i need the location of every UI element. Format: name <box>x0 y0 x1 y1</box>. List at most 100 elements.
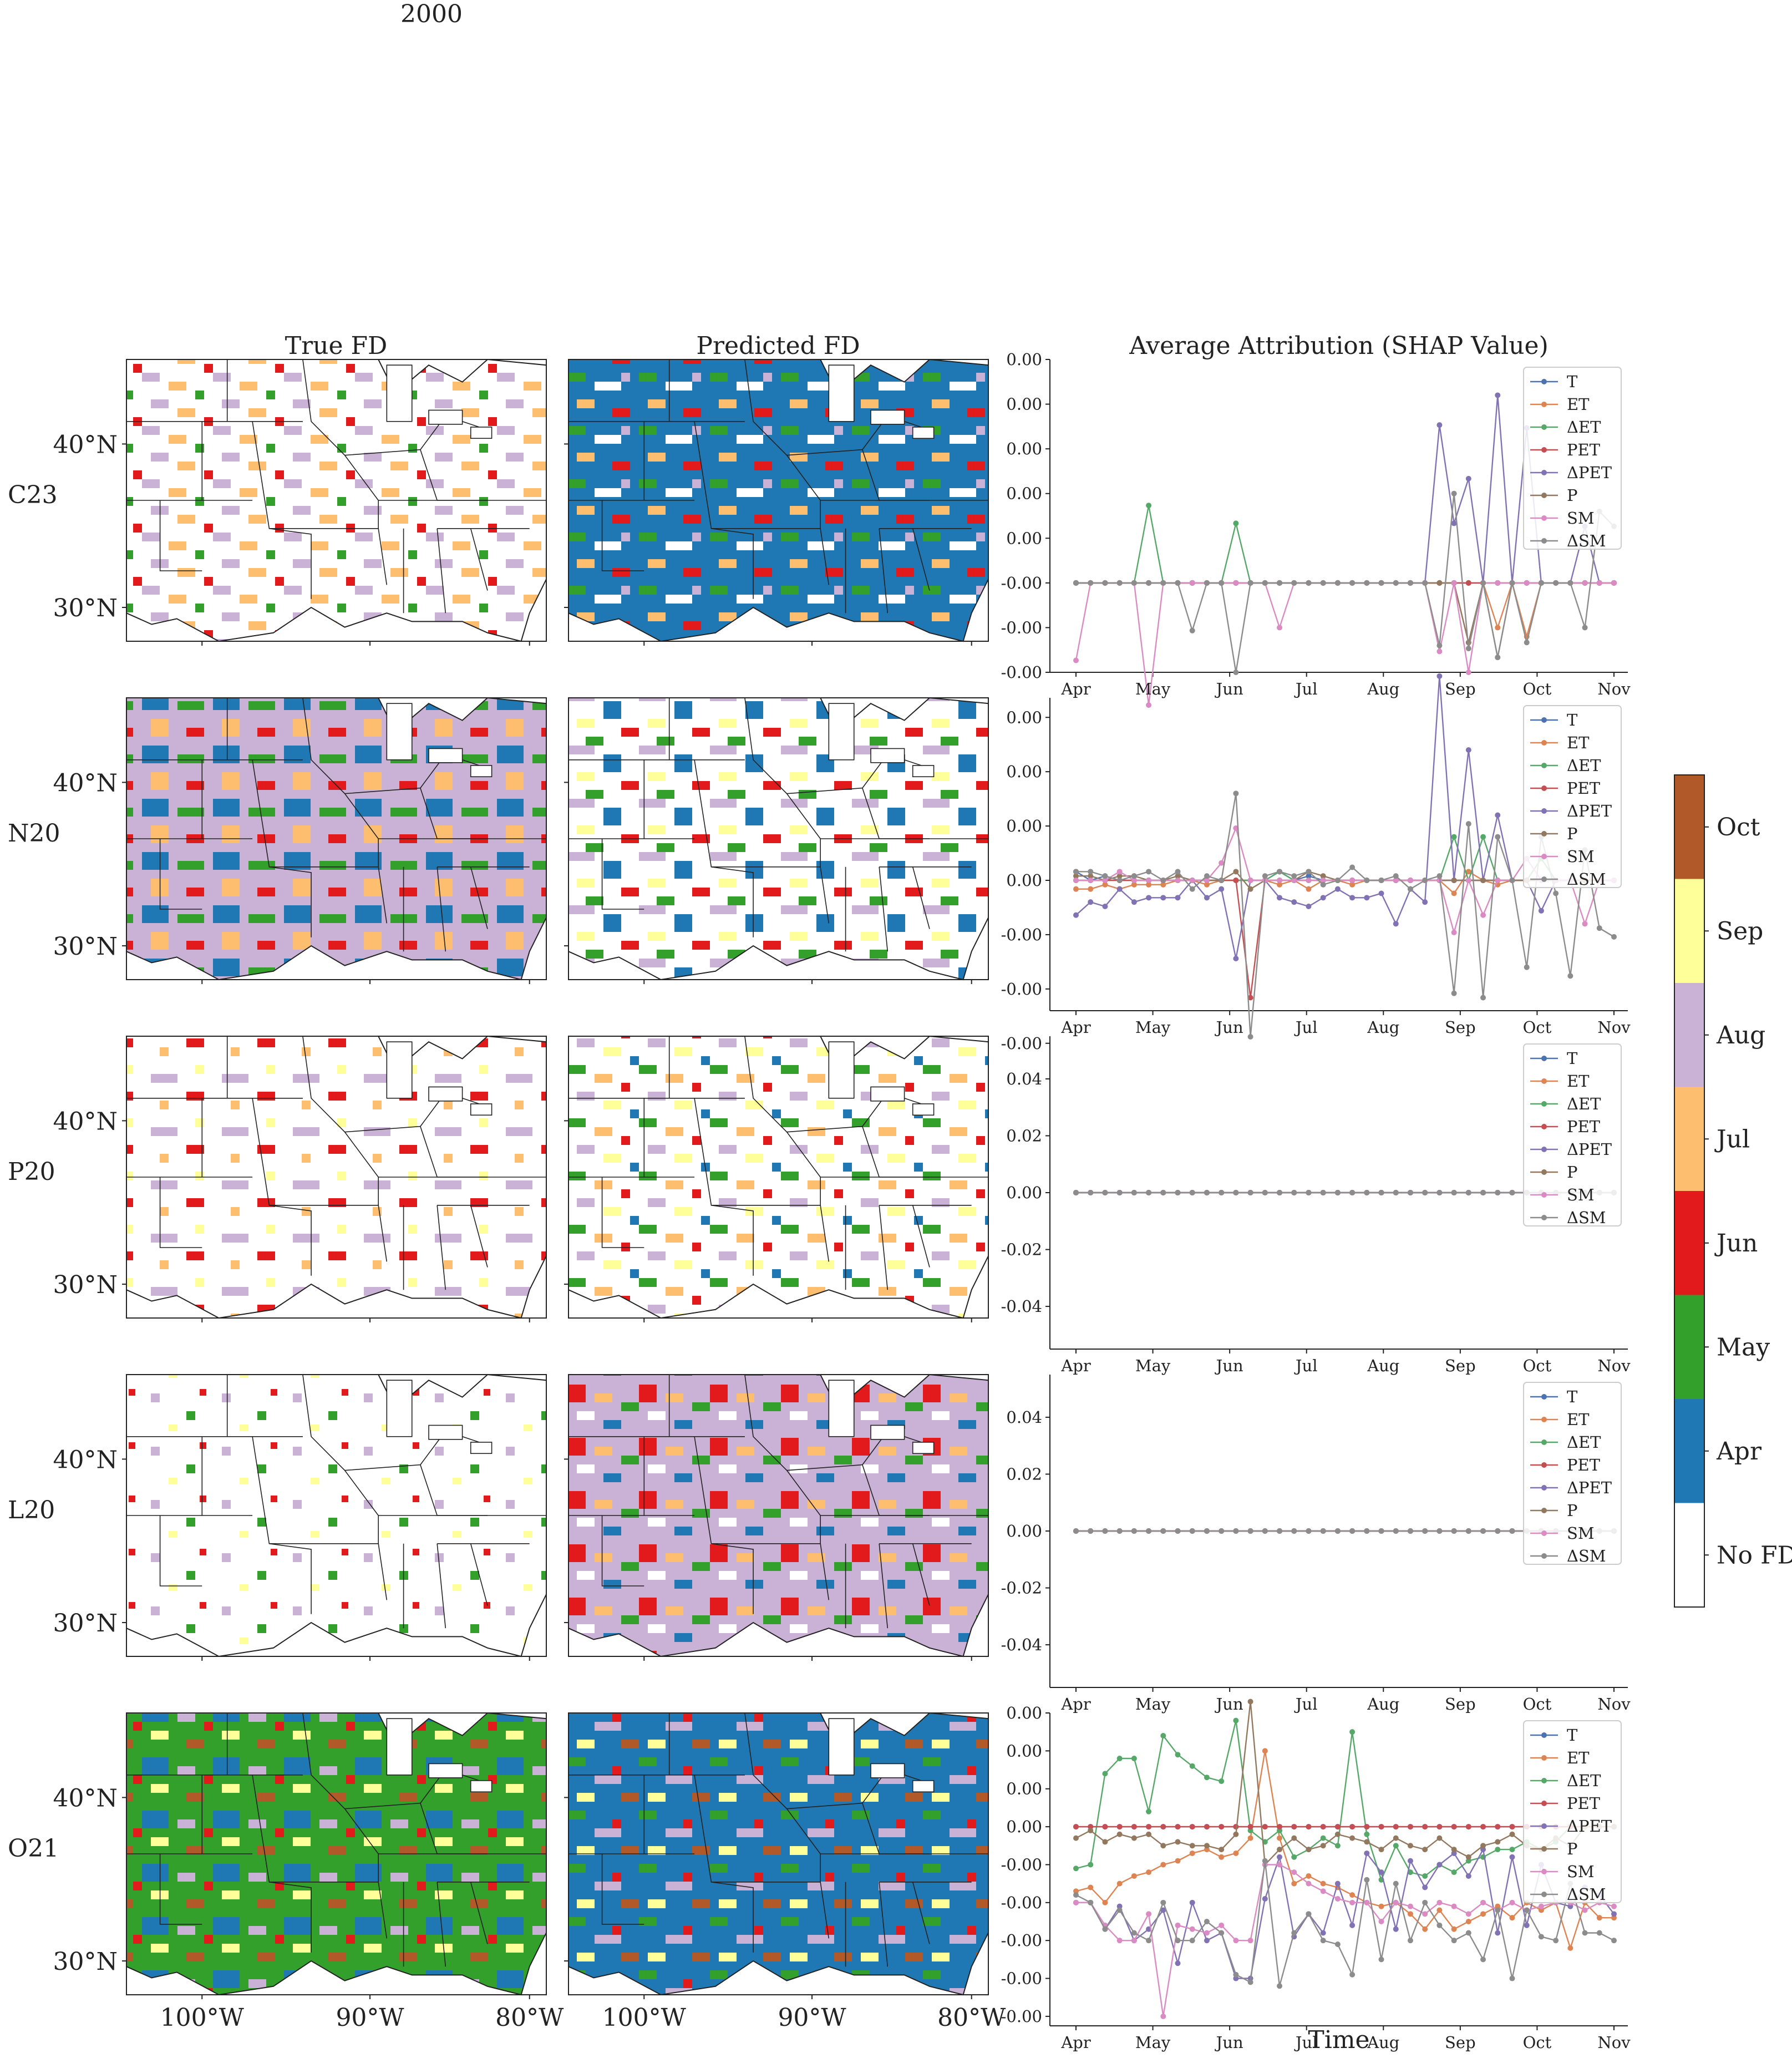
series-point <box>1233 520 1239 526</box>
series-point <box>1422 1911 1428 1917</box>
series-point <box>1495 1930 1501 1936</box>
series-point <box>1364 1877 1370 1883</box>
series-point <box>1306 873 1312 879</box>
series-point <box>1480 1824 1486 1830</box>
great-lake <box>470 1103 493 1116</box>
row-label: C23 <box>8 481 58 509</box>
series-point <box>1175 1938 1181 1944</box>
month-tick-label: Apr <box>1060 1018 1091 1037</box>
series-point <box>1073 878 1079 883</box>
series-point <box>1509 1528 1515 1534</box>
series-point <box>1480 1190 1486 1195</box>
legend-label: ΔSM <box>1567 870 1606 889</box>
legend-marker <box>1541 1439 1547 1445</box>
series-point <box>1436 1922 1443 1928</box>
series-point <box>1465 1873 1471 1879</box>
series-point <box>1189 580 1195 586</box>
series-point <box>1582 580 1588 586</box>
legend-label: SM <box>1567 509 1595 528</box>
legend-marker <box>1541 1801 1547 1806</box>
lat-tick-label: 40°N <box>53 430 118 459</box>
series-point <box>1073 1190 1079 1195</box>
colorbar-label: May <box>1717 1333 1770 1361</box>
great-lake <box>828 703 855 761</box>
series-point <box>1407 1911 1413 1917</box>
state-boundary <box>879 866 889 952</box>
series-point <box>1320 1938 1326 1944</box>
series-point <box>1422 1847 1428 1853</box>
series-point <box>1073 886 1079 892</box>
series-point <box>1277 1983 1283 1989</box>
series-point <box>1451 1847 1457 1853</box>
lon-tick-label: 80°W <box>937 2004 1006 2032</box>
lat-tick-label: 30°N <box>53 594 118 622</box>
series-point <box>1480 1528 1486 1534</box>
y-tick-label: 0.02 <box>1006 1126 1042 1145</box>
series-point <box>1233 1975 1239 1981</box>
month-tick-label: May <box>1135 1356 1171 1375</box>
series-point <box>1247 1699 1253 1705</box>
series-point <box>1480 1899 1486 1905</box>
series-point <box>1233 1717 1239 1724</box>
predicted-fd-map <box>564 697 989 984</box>
state-boundary <box>879 528 889 614</box>
legend-label: ΔSM <box>1567 531 1606 550</box>
series-point <box>1349 1892 1356 1898</box>
series-point <box>1291 1528 1297 1534</box>
series-point <box>1451 490 1457 496</box>
month-tick-label: Jun <box>1215 1356 1243 1375</box>
series-point <box>1131 1930 1137 1936</box>
great-lake <box>828 1718 855 1776</box>
series-point <box>1378 1824 1384 1830</box>
lat-tick-label: 30°N <box>53 932 118 961</box>
series-point <box>1204 1528 1210 1534</box>
series-point <box>1320 881 1326 888</box>
series-point <box>1349 864 1356 870</box>
series-point <box>1146 878 1152 883</box>
great-lake <box>386 364 413 422</box>
series-point <box>1219 1190 1225 1195</box>
series-point <box>1393 1926 1399 1932</box>
month-tick-label: Aug <box>1367 1018 1399 1037</box>
series-point <box>1088 1862 1094 1868</box>
series-point <box>1146 1938 1152 1944</box>
series-point <box>1495 834 1501 840</box>
series-point <box>1436 648 1443 655</box>
series-point <box>1334 886 1341 892</box>
series-point <box>1495 392 1501 398</box>
colorbar-label: No FD <box>1717 1541 1792 1569</box>
series-point <box>1465 821 1471 827</box>
series-point <box>1524 580 1530 586</box>
legend-marker <box>1541 1169 1547 1175</box>
true-fd-map <box>122 358 547 646</box>
series-point <box>1509 1831 1515 1837</box>
state-boundary <box>879 1882 889 1967</box>
series-point <box>1538 1903 1544 1909</box>
series-point <box>1262 873 1268 879</box>
legend-label: ET <box>1567 1072 1590 1091</box>
series-point <box>1451 1190 1457 1195</box>
series-point <box>1465 869 1471 875</box>
series-point <box>1306 1873 1312 1879</box>
series-point <box>1233 1831 1239 1837</box>
series-point <box>1509 1190 1515 1195</box>
y-tick-label: 0.00 <box>1006 529 1042 548</box>
series-point <box>1465 580 1471 586</box>
series-point <box>1073 657 1079 663</box>
series-point <box>1407 1869 1413 1875</box>
series-point <box>1160 1907 1166 1913</box>
series-point <box>1204 1919 1210 1924</box>
series-point <box>1073 1866 1079 1872</box>
great-lake <box>428 1425 463 1440</box>
series-point <box>1422 1528 1428 1534</box>
row-label: O21 <box>8 1834 59 1863</box>
series-point <box>1422 1926 1428 1932</box>
series-point <box>1160 878 1166 883</box>
series-point <box>1204 881 1210 888</box>
series-point <box>1088 1827 1094 1833</box>
month-tick-label: Oct <box>1523 1018 1552 1037</box>
series-point <box>1247 1835 1253 1841</box>
legend-box <box>1523 1043 1622 1226</box>
series-point <box>1378 1956 1384 1963</box>
y-tick-label: 0.04 <box>1006 1408 1042 1427</box>
